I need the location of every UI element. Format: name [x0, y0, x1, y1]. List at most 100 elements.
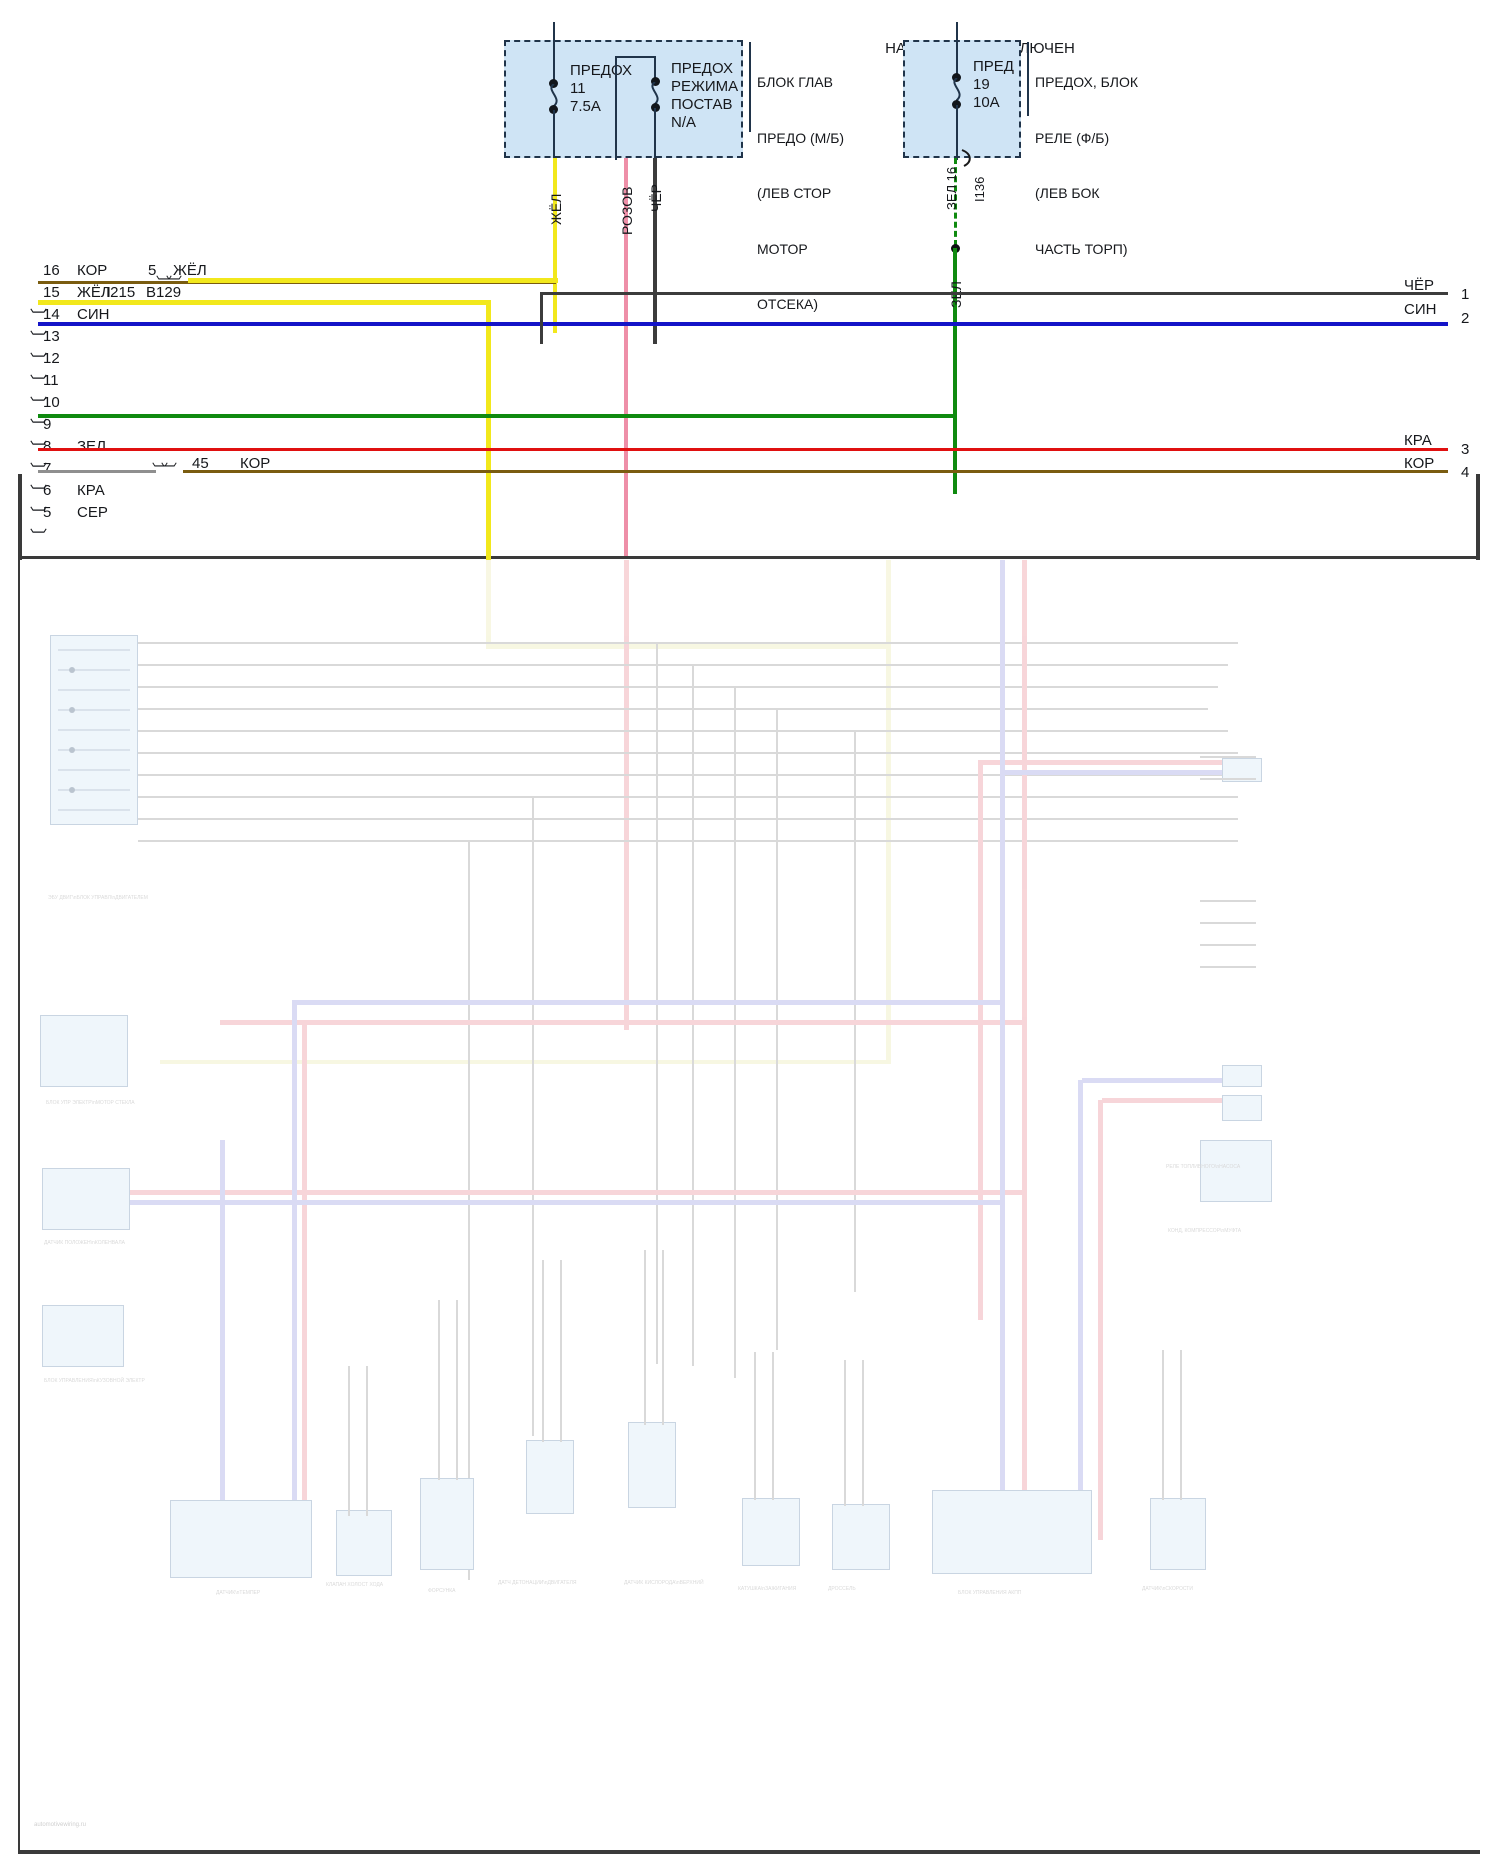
inline-splice-left-bracket: ︺	[156, 276, 173, 293]
fuse1-dot-bottom	[549, 105, 558, 114]
fuse2-label-2: РЕЖИМА	[671, 78, 739, 95]
main-fuse-block	[504, 40, 743, 158]
fuse2-label-3: ПОСТАВ	[671, 96, 733, 113]
faded-drop-14	[1180, 1350, 1182, 1500]
wire-grey-run	[38, 470, 156, 473]
right-terminal-4-wire: КОР	[1404, 455, 1435, 472]
faded-bottom-block-2	[336, 1510, 392, 1576]
faded-right-stub-6	[1200, 966, 1256, 968]
caption-line: БЛОК ГЛАВ	[757, 74, 833, 90]
fuse2-wire-left	[615, 56, 617, 160]
faded-red-riser-4	[302, 1020, 307, 1520]
faded-annotation-9: ФОРСУНКА	[428, 1588, 456, 1594]
fuse3-squiggle	[953, 78, 961, 106]
faded-grey-bus-8	[138, 796, 1238, 798]
faded-drop-4	[456, 1300, 458, 1480]
faded-red-riser-1	[978, 760, 983, 1320]
wire-yellow-top-run	[188, 278, 558, 283]
faded-grey-riser-2	[692, 666, 694, 1366]
faded-module-block-8	[1222, 758, 1262, 782]
pin-number-6: 6	[43, 482, 52, 499]
main-fuse-block-bracket	[749, 42, 751, 132]
faded-annotation-11: ДАТЧИК КИСЛОРОДА\nВЕРХНИЙ	[624, 1580, 704, 1586]
pin-6-wire-label: КРА	[77, 482, 105, 499]
faded-drop-11	[844, 1360, 846, 1506]
faded-yellow-run	[486, 644, 891, 649]
comb-pin-16: ︺	[30, 308, 47, 327]
pin-14-wire-label: СИН	[77, 306, 110, 323]
right-terminal-3-wire: КРА	[1404, 432, 1432, 449]
comb-pin-15: ︺	[30, 330, 47, 349]
faded-annotation-3: ДАТЧИК ПОЛОЖЕН\nКОЛЕНВАЛА	[44, 1240, 125, 1246]
frame-top-edge	[18, 556, 1480, 559]
inline-splice-right-bracket: ︺	[166, 276, 183, 293]
faded-grey-riser-6	[532, 796, 534, 1436]
faded-bottom-block-9	[1150, 1498, 1206, 1570]
faded-drop-9	[754, 1352, 756, 1500]
pink-trunk-label: РОЗОВ	[619, 186, 635, 235]
faded-watermark: automotivewiring.ru	[34, 1822, 87, 1828]
secondary-splice-wire: КОР	[240, 455, 271, 472]
fuse2-rating: N/A	[671, 114, 697, 131]
faded-grey-bus-3	[138, 686, 1218, 688]
faded-right-stub-4	[1200, 922, 1256, 924]
fuse1-label: ПРЕДОХ	[570, 62, 632, 79]
faded-bottom-block-5	[628, 1422, 676, 1508]
comb-pin-14: ︺	[30, 352, 47, 371]
frame-bottom	[18, 1850, 1480, 1854]
caption-line: ПРЕДО (М/Б)	[757, 129, 845, 146]
fuse2-wire-top	[654, 56, 656, 81]
comb-pin-7: ︺	[30, 506, 47, 525]
caption-line: ЧАСТЬ ТОРП)	[1035, 240, 1128, 257]
right-terminal-4-pin: 4	[1461, 464, 1470, 481]
comb-pin-6: ︺	[30, 528, 47, 547]
right-terminal-2-pin: 2	[1461, 310, 1470, 327]
faded-grey-bus-2	[138, 664, 1228, 666]
main-fuse-block-caption: БЛОК ГЛАВ ПРЕДО (М/Б) (ЛЕВ СТОР МОТОР ОТ…	[757, 36, 844, 351]
fuse2-wire-bottom	[654, 108, 656, 160]
faded-annotation-12: КАТУШКА\nЗАЖИГАНИЯ	[738, 1586, 797, 1592]
relay-fuse-block-bracket	[1027, 42, 1029, 116]
secondary-splice-pin: 45	[192, 455, 209, 472]
fuse3-wire-top	[956, 22, 958, 77]
faded-blue-riser-2	[292, 1000, 297, 1520]
pin-15-wire-label: ЖЁЛ	[77, 284, 111, 301]
faded-drop-8	[662, 1250, 664, 1425]
faded-grey-bus-10	[138, 840, 1238, 842]
faded-right-stub-3	[1200, 900, 1256, 902]
faded-grey-riser-7	[468, 840, 470, 1580]
fuse3-dot-bottom	[952, 100, 961, 109]
right-terminal-1-wire: ЧЁР	[1404, 277, 1435, 294]
faded-annotation-14: БЛОК УПРАВЛЕНИЯ АКПП	[958, 1590, 1022, 1596]
fuse2-dot-bottom	[651, 103, 660, 112]
wire-brown-run	[183, 470, 1448, 473]
faded-yellow-up	[886, 560, 891, 648]
faded-blue-bus-2	[292, 1000, 1004, 1005]
right-terminal-2-wire: СИН	[1404, 301, 1437, 318]
faded-blue-riser-3	[1078, 1080, 1083, 1540]
ground-ref-label: I136	[972, 176, 987, 202]
faded-annotation-2: БЛОК УПР ЭЛЕКТР\nМОТОР СТЕКЛА	[46, 1100, 135, 1106]
faded-annotation-15: ДАТЧИК\nСКОРОСТИ	[1142, 1586, 1193, 1592]
faded-bottom-block-1	[170, 1500, 312, 1578]
secondary-splice-left-bracket: ︺	[152, 463, 169, 480]
faded-red-riser-2	[1022, 560, 1027, 1520]
faded-annotation-16: РЕЛЕ ТОПЛИВНОГО\nНАСОСА	[1166, 1164, 1241, 1170]
caption-line: ОТСЕКА)	[757, 296, 819, 312]
faded-drop-1	[348, 1366, 350, 1516]
lower-schematic-continuation: ЭБУ ДВИГ\nБЛОК УПРАВЛ\nДВИГАТЕЛЕМ БЛОК У…	[20, 560, 1480, 1850]
faded-drop-13	[1162, 1350, 1164, 1500]
faded-drop-2	[366, 1366, 368, 1516]
ground-hook-icon	[961, 149, 971, 167]
relay-fuse-block-caption: ПРЕДОХ, БЛОК РЕЛЕ (Ф/Б) (ЛЕВ БОК ЧАСТЬ Т…	[1035, 36, 1138, 295]
faded-blue-riser-1	[1000, 560, 1005, 1550]
pin-number-12: 12	[43, 350, 60, 367]
faded-bottom-block-7	[832, 1504, 890, 1570]
right-terminal-3-pin: 3	[1461, 441, 1470, 458]
wire-green-run	[38, 414, 957, 418]
faded-yellow-drop	[486, 560, 491, 648]
pin-number-5: 5	[43, 504, 52, 521]
fuse3-label: ПРЕД	[973, 58, 1014, 75]
fuse1-wire-top	[553, 22, 555, 84]
faded-drop-10	[772, 1352, 774, 1500]
